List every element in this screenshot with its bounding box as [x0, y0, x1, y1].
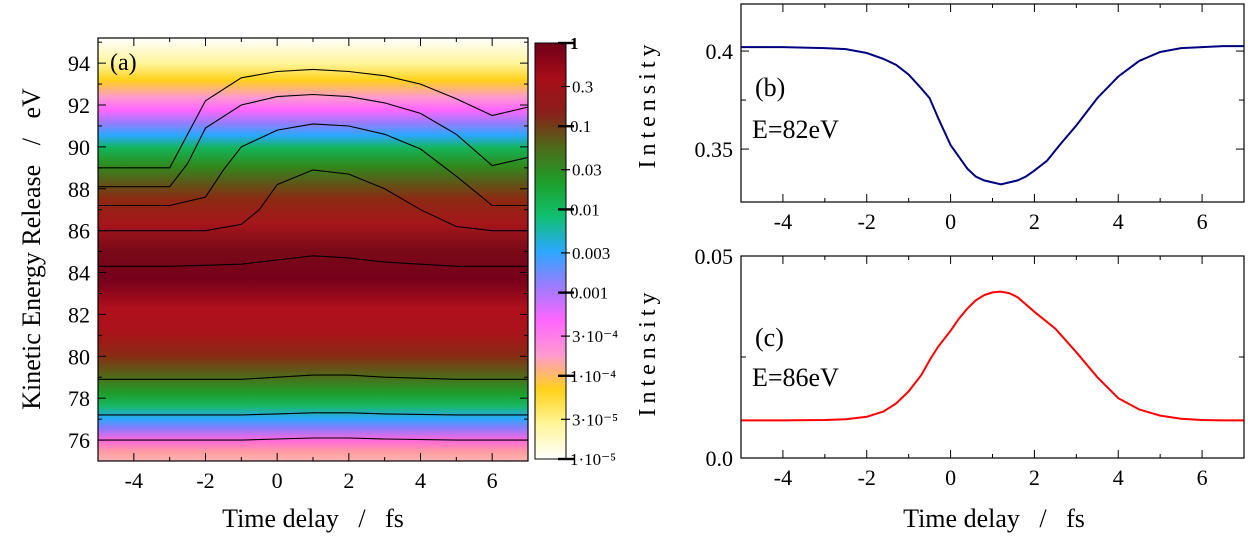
- x-tick-label: 0: [945, 465, 956, 490]
- contour-line: [98, 374, 528, 380]
- panel-a: -4 -2 0 2 4 6 76 78 80 82 84 86 88 90 92 94 (a) Time d…: [17, 37, 529, 533]
- panel-c-label: (c): [755, 323, 784, 352]
- y-tick-label: 86: [68, 219, 90, 244]
- colorbar-label: Intensity: [635, 288, 661, 417]
- colorbar-tick-label: 0.003: [572, 244, 610, 263]
- colorbar-gradient: [534, 42, 567, 460]
- x-tick-label: -4: [125, 468, 143, 493]
- x-tick-label: 6: [1197, 465, 1208, 490]
- panel-c-y-ticks: 0.0 0.05: [695, 244, 1244, 471]
- y-tick-label: 76: [68, 428, 90, 453]
- x-tick-label: -4: [774, 465, 792, 490]
- heatmap-field: [98, 38, 528, 461]
- colorbar-tick-label: 0.01: [570, 200, 600, 219]
- colorbar: 1 0.3 0.1 0.03 0.01 0.003 0.001 3·10⁻⁴ 1·10⁻⁴ 3·1…: [534, 34, 661, 469]
- panel-c-xlabel: Time delay / fs: [903, 504, 1085, 533]
- panel-c-x-ticks: -4 -2 0 2 4 6: [740, 256, 1245, 490]
- colorbar-tick-label: 1: [570, 34, 579, 53]
- colorbar-tick-label: 3·10⁻⁵: [572, 410, 618, 429]
- y-tick-label: 82: [68, 302, 90, 327]
- y-tick-label: 94: [68, 51, 90, 76]
- panel-b-y-ticks: 0.35 0.4: [695, 39, 1244, 162]
- colorbar-tick-label: 0.03: [572, 161, 602, 180]
- y-tick-label: 0.4: [706, 39, 734, 64]
- x-tick-label: 0: [272, 468, 283, 493]
- contour-line: [98, 255, 528, 267]
- x-tick-label: 6: [487, 468, 498, 493]
- colorbar-tick-label: 1·10⁻⁴: [570, 367, 616, 386]
- panel-b-frame: [740, 3, 1245, 203]
- x-tick-label: 2: [1029, 209, 1040, 234]
- panel-b-annotation: E=82eV: [752, 115, 839, 144]
- colorbar-tick-label: 0.3: [572, 78, 593, 97]
- colorbar-tick-label: 0.1: [570, 117, 591, 136]
- panel-a-ylabel: Kinetic Energy Release / eV: [17, 88, 46, 410]
- colorbar-ticks: 1 0.3 0.1 0.03 0.01 0.003 0.001 3·10⁻⁴ 1·10⁻⁴ 3·1…: [558, 34, 618, 469]
- y-tick-label: 0.05: [695, 244, 734, 269]
- panel-c-frame: [740, 255, 1245, 459]
- contour-line: [98, 68, 528, 169]
- panel-c: -4 -2 0 2 4 6 0.0 0.05 (c) E=86eV Time delay /…: [695, 244, 1245, 533]
- contour-line: [98, 123, 528, 207]
- panel-b-x-ticks: -4 -2 0 2 4 6: [740, 4, 1245, 234]
- y-tick-label: 84: [68, 261, 90, 286]
- contour-line: [98, 437, 528, 441]
- panel-a-label: (a): [110, 50, 137, 76]
- panel-a-y-ticks: 76 78 80 82 84 86 88 90 92 94: [68, 41, 528, 462]
- colorbar-tick-label: 1·10⁻⁵: [570, 450, 616, 469]
- x-tick-label: 2: [343, 468, 354, 493]
- x-tick-label: -2: [858, 209, 876, 234]
- x-tick-label: 0: [945, 209, 956, 234]
- panel-a-x-ticks: -4 -2 0 2 4 6: [97, 38, 529, 493]
- series-line: [741, 290, 1244, 422]
- x-tick-label: 4: [1113, 209, 1124, 234]
- x-tick-label: 4: [415, 468, 426, 493]
- contour-line: [98, 169, 528, 232]
- x-tick-label: 6: [1197, 209, 1208, 234]
- colorbar-tick-label: 0.001: [570, 284, 608, 303]
- y-tick-label: 90: [68, 135, 90, 160]
- contour-line: [98, 412, 528, 416]
- y-tick-label: 92: [68, 93, 90, 118]
- x-tick-label: -2: [196, 468, 214, 493]
- y-tick-label: 78: [68, 386, 90, 411]
- y-tick-label: 0.0: [706, 446, 734, 471]
- panel-b-ylabel: Intensity: [635, 40, 661, 169]
- y-tick-label: 0.35: [695, 137, 734, 162]
- y-tick-label: 88: [68, 177, 90, 202]
- contour-lines: [98, 68, 528, 441]
- y-tick-label: 80: [68, 344, 90, 369]
- contour-line: [98, 93, 528, 188]
- series-line: [741, 45, 1244, 186]
- panel-b-label: (b): [755, 73, 785, 102]
- x-tick-label: -2: [858, 465, 876, 490]
- colorbar-tick-label: 3·10⁻⁴: [572, 327, 618, 346]
- panel-b: -4 -2 0 2 4 6 0.35 0.4 (b) E=82eV Intensity: [635, 3, 1245, 234]
- x-tick-label: 4: [1113, 465, 1124, 490]
- panel-c-annotation: E=86eV: [752, 363, 839, 392]
- x-tick-label: -4: [774, 209, 792, 234]
- panel-a-xlabel: Time delay / fs: [222, 504, 404, 533]
- x-tick-label: 2: [1029, 465, 1040, 490]
